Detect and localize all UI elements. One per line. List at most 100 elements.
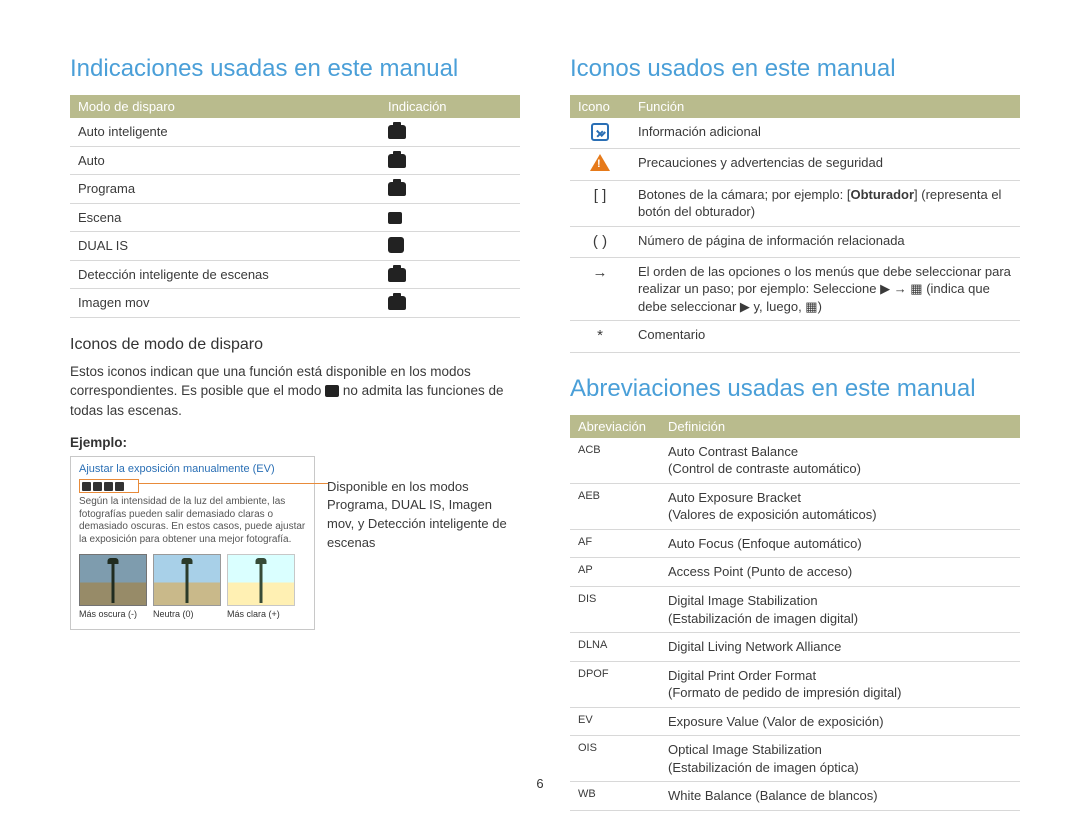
mode-label: DUAL IS	[70, 232, 380, 261]
table-header-row: Icono Función	[570, 95, 1020, 118]
subheading-mode-icons: Iconos de modo de disparo	[70, 336, 520, 354]
function-text: Botones de la cámara; por ejemplo: [Obtu…	[630, 180, 1020, 226]
table-header-row: Modo de disparo Indicación	[70, 95, 520, 118]
thumbnail-caption: Más oscura (-)	[79, 609, 147, 620]
col-icon: Icono	[570, 95, 630, 118]
thumbnail-image	[227, 554, 295, 606]
function-text: El orden de las opciones o los menús que…	[630, 257, 1020, 321]
thumbnail-image	[79, 554, 147, 606]
function-text: Comentario	[630, 321, 1020, 352]
abbr-def: Digital Living Network Alliance	[660, 633, 1020, 662]
abbr-def: Optical Image Stabilization (Estabilizac…	[660, 736, 1020, 782]
mode-icon	[380, 232, 520, 261]
abbr-key: OIS	[570, 736, 660, 782]
abbr-key: EV	[570, 707, 660, 736]
mode-label: Programa	[70, 175, 380, 204]
col-abbr: Abreviación	[570, 415, 660, 438]
col-indication: Indicación	[380, 95, 520, 118]
thumbnail-image	[153, 554, 221, 606]
table-row: Auto	[70, 146, 520, 175]
mode-icon	[380, 175, 520, 204]
col-mode: Modo de disparo	[70, 95, 380, 118]
example-caption: Disponible en los modos Programa, DUAL I…	[327, 456, 520, 553]
example-title: Ajustar la exposición manualmente (EV)	[79, 463, 306, 477]
mode-icon	[380, 146, 520, 175]
shooting-modes-table: Modo de disparo Indicación Auto intelige…	[70, 95, 520, 318]
table-row: →El orden de las opciones o los menús qu…	[570, 257, 1020, 321]
abbr-def: Auto Exposure Bracket (Valores de exposi…	[660, 483, 1020, 529]
abbr-def: Exposure Value (Valor de exposición)	[660, 707, 1020, 736]
abbr-key: DLNA	[570, 633, 660, 662]
function-text: Información adicional	[630, 118, 1020, 149]
bold-label: Obturador	[850, 187, 914, 202]
info-icon	[591, 123, 609, 141]
table-row: ACBAuto Contrast Balance (Control de con…	[570, 438, 1020, 484]
warning-icon	[590, 154, 610, 171]
icon-cell: ( )	[570, 226, 630, 257]
tiny-icon	[82, 482, 91, 491]
table-row: DISDigital Image Stabilization (Estabili…	[570, 587, 1020, 633]
manual-icons-table: Icono Función Información adicional Prec…	[570, 95, 1020, 353]
col-function: Función	[630, 95, 1020, 118]
mode-label: Imagen mov	[70, 289, 380, 318]
table-row: Escena	[70, 203, 520, 232]
table-row: *Comentario	[570, 321, 1020, 352]
table-row: APAccess Point (Punto de acceso)	[570, 558, 1020, 587]
example-mode-icons-highlight	[79, 479, 139, 493]
function-text: Número de página de información relacion…	[630, 226, 1020, 257]
example-thumbnails: Más oscura (-) Neutra (0) Más clara (+)	[79, 554, 306, 620]
icon-cell: *	[570, 321, 630, 352]
dual-is-icon	[388, 237, 404, 253]
thumbnail: Más oscura (-)	[79, 554, 147, 620]
abbr-key: AF	[570, 529, 660, 558]
scene-inline-icon	[325, 385, 339, 397]
table-row: DLNADigital Living Network Alliance	[570, 633, 1020, 662]
mode-icon	[380, 203, 520, 232]
table-row: Auto inteligente	[70, 118, 520, 146]
mode-label: Escena	[70, 203, 380, 232]
right-column: Iconos usados en este manual Icono Funci…	[570, 55, 1020, 811]
abbreviations-table: Abreviación Definición ACBAuto Contrast …	[570, 415, 1020, 811]
icon-cell	[570, 118, 630, 149]
abbr-key: ACB	[570, 438, 660, 484]
tiny-icon	[93, 482, 102, 491]
table-row: ( )Número de página de información relac…	[570, 226, 1020, 257]
scene-icon	[388, 212, 402, 224]
callout-leader-line	[138, 483, 328, 484]
table-row: WBWhite Balance (Balance de blancos)	[570, 782, 1020, 811]
movie-icon	[388, 296, 406, 310]
table-row: AFAuto Focus (Enfoque automático)	[570, 529, 1020, 558]
tiny-icon	[104, 482, 113, 491]
program-icon	[388, 182, 406, 196]
example-description: Según la intensidad de la luz del ambien…	[79, 496, 306, 546]
abbr-key: WB	[570, 782, 660, 811]
abbr-key: DPOF	[570, 661, 660, 707]
abbr-key: AEB	[570, 483, 660, 529]
mode-icon	[380, 118, 520, 146]
mode-icons-description: Estos iconos indican que una función est…	[70, 362, 520, 421]
abbr-def: Auto Contrast Balance (Control de contra…	[660, 438, 1020, 484]
table-row: Imagen mov	[70, 289, 520, 318]
col-def: Definición	[660, 415, 1020, 438]
tiny-icon	[115, 482, 124, 491]
auto-icon	[388, 154, 406, 168]
table-row: Precauciones y advertencias de seguridad	[570, 149, 1020, 180]
mode-label: Auto inteligente	[70, 118, 380, 146]
heading-indicaciones: Indicaciones usadas en este manual	[70, 55, 520, 83]
table-row: Programa	[70, 175, 520, 204]
table-row: Información adicional	[570, 118, 1020, 149]
table-header-row: Abreviación Definición	[570, 415, 1020, 438]
abbr-def: Digital Image Stabilization (Estabilizac…	[660, 587, 1020, 633]
thumbnail-caption: Más clara (+)	[227, 609, 295, 620]
table-row: DUAL IS	[70, 232, 520, 261]
thumbnail: Neutra (0)	[153, 554, 221, 620]
smart-scene-icon	[388, 268, 406, 282]
text-part: Botones de la cámara; por ejemplo: [	[638, 187, 850, 202]
heading-abreviaciones: Abreviaciones usadas en este manual	[570, 375, 1020, 403]
table-row: EVExposure Value (Valor de exposición)	[570, 707, 1020, 736]
thumbnail: Más clara (+)	[227, 554, 295, 620]
example-region: Ajustar la exposición manualmente (EV) S…	[70, 456, 520, 630]
smart-auto-icon	[388, 125, 406, 139]
table-row: [ ]Botones de la cámara; por ejemplo: [O…	[570, 180, 1020, 226]
abbr-def: White Balance (Balance de blancos)	[660, 782, 1020, 811]
